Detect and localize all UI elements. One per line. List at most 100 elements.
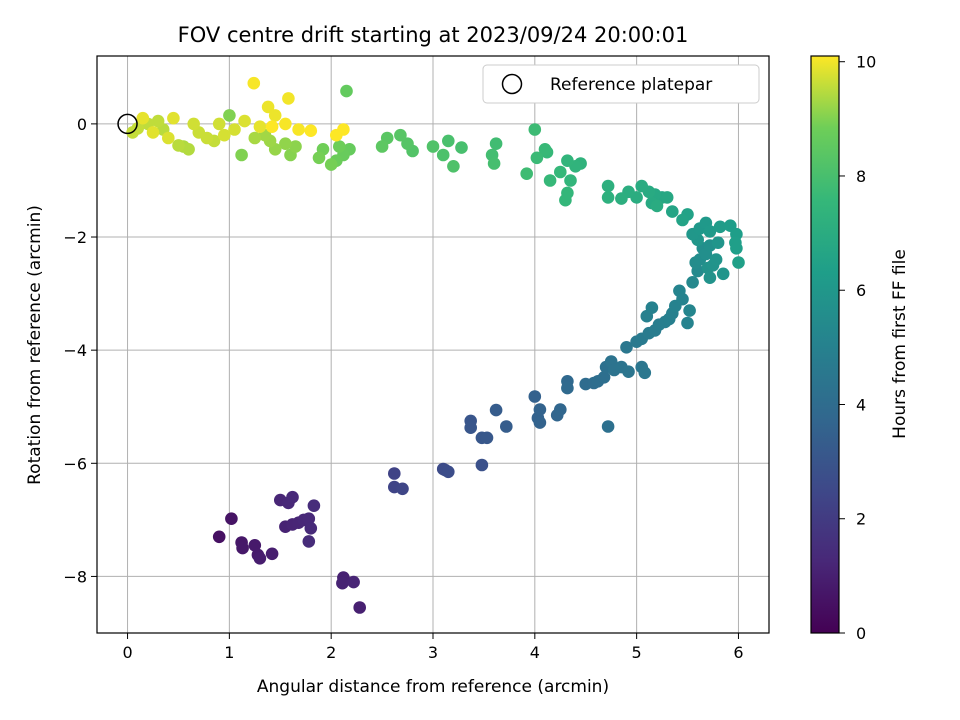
- data-point: [187, 117, 200, 131]
- x-tick-label: 4: [530, 643, 540, 662]
- data-point: [561, 381, 574, 395]
- data-point: [340, 84, 353, 98]
- data-point: [489, 137, 503, 150]
- data-point: [248, 131, 262, 145]
- data-point: [394, 128, 407, 142]
- data-point: [638, 366, 652, 380]
- data-point: [282, 92, 295, 105]
- data-point: [709, 253, 723, 266]
- data-point: [375, 140, 389, 153]
- data-point: [225, 512, 238, 525]
- y-tick-label: −2: [63, 228, 87, 247]
- x-tick-label: 2: [326, 643, 336, 662]
- data-point: [336, 576, 349, 590]
- y-axis-ticks: −8 −6 −4 −2 0: [63, 115, 97, 586]
- colorbar-tick-label: 2: [856, 510, 866, 529]
- data-point: [268, 109, 282, 122]
- data-point: [554, 165, 567, 179]
- data-point: [353, 601, 367, 614]
- reference-platepar-marker: [117, 113, 138, 135]
- data-point: [622, 365, 635, 379]
- data-point: [455, 141, 468, 154]
- data-point: [442, 134, 455, 148]
- legend-label: Reference platepar: [550, 75, 712, 95]
- colorbar: 0 2 4 6 8 10 Hours from first FF file: [810, 53, 910, 643]
- data-point: [304, 124, 318, 137]
- x-tick-label: 0: [122, 643, 132, 662]
- y-axis-label: Rotation from reference (arcmin): [25, 205, 45, 485]
- data-point: [279, 117, 292, 131]
- data-point: [167, 111, 180, 125]
- colorbar-tick-label: 4: [856, 395, 866, 414]
- data-point: [564, 174, 577, 187]
- data-point: [703, 271, 717, 285]
- data-point: [235, 148, 248, 162]
- data-point: [520, 167, 533, 180]
- data-point: [304, 522, 318, 535]
- data-points: [117, 76, 745, 614]
- data-point: [218, 128, 231, 142]
- data-point: [238, 114, 251, 128]
- data-point: [597, 371, 611, 384]
- data-point: [253, 120, 267, 133]
- data-point: [711, 236, 725, 249]
- data-point: [396, 482, 409, 496]
- data-point: [673, 284, 686, 298]
- y-tick-label: −4: [63, 341, 87, 360]
- y-tick-label: −6: [63, 454, 87, 473]
- data-point: [302, 512, 316, 525]
- data-point: [487, 157, 501, 170]
- data-point: [426, 140, 440, 153]
- x-tick-label: 5: [632, 643, 642, 662]
- data-point: [561, 154, 574, 167]
- data-point: [302, 535, 316, 548]
- data-point: [533, 416, 547, 429]
- data-point: [660, 191, 674, 204]
- data-point: [247, 76, 261, 90]
- data-point: [146, 126, 160, 139]
- y-tick-label: −8: [63, 567, 87, 586]
- data-point: [500, 420, 513, 433]
- data-point: [388, 467, 401, 480]
- colorbar-gradient: [810, 55, 840, 634]
- data-point: [151, 114, 165, 128]
- data-point: [533, 403, 547, 416]
- data-point: [162, 131, 175, 145]
- data-point: [538, 143, 552, 156]
- data-point: [401, 137, 414, 150]
- data-point: [528, 123, 542, 136]
- data-point: [713, 220, 727, 234]
- legend-marker: [501, 73, 523, 95]
- data-point: [475, 458, 489, 472]
- data-point: [261, 100, 275, 114]
- data-point: [464, 421, 478, 435]
- data-point: [136, 111, 150, 125]
- data-point: [528, 390, 542, 403]
- data-point: [561, 186, 574, 200]
- x-axis-ticks: 0 1 2 3 4 5 6: [122, 633, 744, 662]
- data-point: [601, 179, 615, 193]
- data-point: [480, 431, 494, 445]
- data-point: [489, 403, 503, 417]
- data-point: [554, 403, 567, 416]
- colorbar-tick-label: 8: [856, 167, 866, 186]
- data-point: [212, 117, 226, 131]
- data-point: [333, 140, 346, 153]
- data-point: [248, 539, 262, 552]
- data-point: [686, 276, 699, 289]
- colorbar-tick-label: 6: [856, 281, 866, 300]
- data-point: [292, 123, 305, 136]
- data-point: [716, 267, 730, 281]
- data-point: [436, 148, 450, 162]
- data-point: [442, 465, 455, 479]
- legend-box: [482, 64, 760, 104]
- data-point: [530, 151, 544, 165]
- data-point: [681, 316, 694, 330]
- data-point: [683, 304, 696, 317]
- data-point: [601, 191, 615, 204]
- data-point: [307, 499, 321, 512]
- data-point: [286, 490, 299, 504]
- y-tick-label: 0: [77, 115, 87, 134]
- x-axis-label: Angular distance from reference (arcmin): [257, 677, 609, 697]
